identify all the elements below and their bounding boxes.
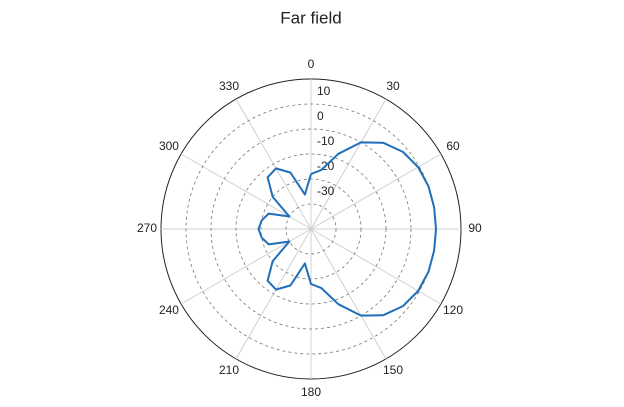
radial-tick-label: -10 — [317, 134, 335, 148]
angle-tick-label: 0 — [308, 57, 315, 71]
radial-grid-ring — [285, 203, 337, 255]
angle-grid-line — [310, 153, 442, 230]
angle-grid-line — [310, 228, 442, 305]
angle-tick-label: 210 — [219, 363, 239, 377]
radial-grid-ring — [210, 128, 412, 330]
angle-tick-label: 30 — [386, 79, 400, 93]
angle-tick-label: 90 — [468, 221, 482, 235]
angle-tick-label: 270 — [137, 221, 157, 235]
radial-grid-ring — [260, 178, 362, 280]
angle-grid-line — [180, 228, 312, 305]
angle-tick-label: 330 — [219, 79, 239, 93]
pattern-line — [257, 141, 437, 317]
radial-grid-ring — [235, 153, 387, 305]
radial-tick-label: 10 — [317, 84, 331, 98]
radial-tick-label: 0 — [317, 109, 324, 123]
angle-tick-label: 60 — [446, 139, 460, 153]
angle-tick-label: 180 — [301, 385, 321, 399]
radial-tick-label: -30 — [317, 184, 335, 198]
chart-title: Far field — [280, 8, 341, 27]
angle-grid-line — [180, 153, 312, 230]
angle-tick-label: 120 — [443, 303, 463, 317]
angle-tick-label: 240 — [159, 303, 179, 317]
angle-tick-label: 150 — [383, 363, 403, 377]
angle-tick-label: 300 — [159, 139, 179, 153]
